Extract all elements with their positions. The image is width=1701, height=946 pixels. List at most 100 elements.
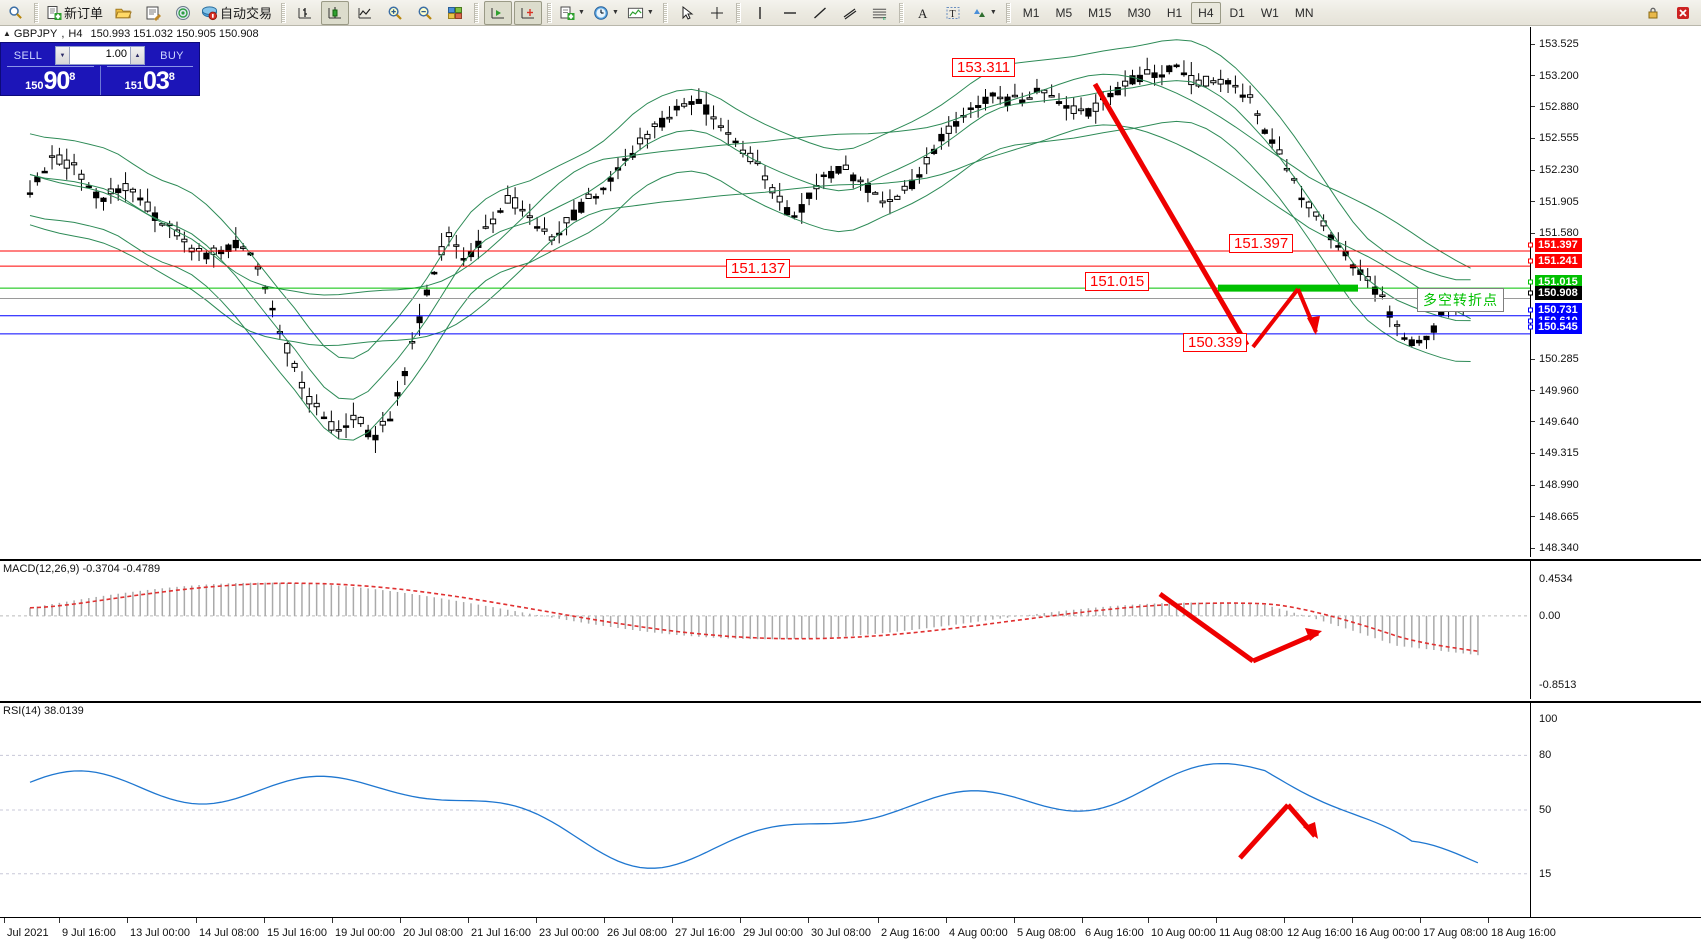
level-handle[interactable] — [1528, 290, 1533, 296]
price-annotation-150339[interactable]: 150.339 — [1183, 333, 1248, 352]
rsi-plot-area[interactable] — [0, 703, 1530, 917]
rsi-tick: 15 — [1539, 867, 1552, 880]
time-axis[interactable]: Jul 2021 9 Jul 16:00 13 Jul 00:00 14 Jul 08… — [0, 917, 1701, 946]
text-box-icon[interactable]: T — [939, 1, 967, 25]
price-level-badge[interactable]: 151.397 — [1528, 238, 1582, 252]
price-annotation-151397[interactable]: 151.397 — [1229, 234, 1294, 253]
crosshair-icon[interactable] — [703, 1, 731, 25]
time-tick — [196, 918, 197, 923]
level-handle[interactable] — [1528, 242, 1533, 248]
price-annotation-151015[interactable]: 151.015 — [1085, 272, 1150, 291]
time-tick-label: 23 Jul 00:00 — [539, 927, 599, 939]
volume-decrement-icon[interactable]: ▼ — [56, 47, 70, 64]
macd-tick: 0.00 — [1539, 609, 1561, 622]
cursor-icon[interactable] — [673, 1, 701, 25]
toolbar-separator — [547, 2, 553, 23]
timeframe-m1[interactable]: M1 — [1022, 5, 1040, 20]
buy-price-big: 03 — [142, 67, 170, 95]
level-handle[interactable] — [1528, 279, 1533, 285]
new-order-label: 新订单 — [64, 6, 104, 21]
sell-price-sup: 8 — [69, 71, 76, 83]
svg-text:A: A — [918, 6, 928, 21]
chevron-down-icon[interactable]: ▼ — [989, 9, 997, 16]
price-level-badge[interactable]: 150.908 — [1528, 286, 1582, 300]
volume-stepper[interactable]: ▼ 1.00 ▲ — [55, 46, 145, 65]
price-annotation-151137[interactable]: 151.137 — [726, 259, 791, 278]
sell-price[interactable]: 150 90 8 — [1, 66, 100, 95]
folder-icon[interactable] — [109, 1, 137, 25]
templates-icon[interactable]: ▼ — [625, 1, 658, 25]
svg-text:T: T — [949, 9, 955, 20]
time-tick — [1014, 918, 1015, 923]
timeframe-m30[interactable]: M30 — [1127, 5, 1151, 20]
macd-plot-area[interactable] — [0, 561, 1530, 699]
indicators-icon[interactable]: ▼ — [557, 1, 589, 25]
buy-button[interactable]: BUY — [160, 49, 184, 62]
one-click-trading-panel[interactable]: SELL ▼ 1.00 ▲ BUY 150 90 8 151 03 8 — [0, 42, 200, 96]
chevron-down-icon[interactable]: ▼ — [611, 9, 619, 16]
auto-trading-button[interactable]: 自动交易 — [199, 1, 276, 25]
rsi-tick: 50 — [1539, 804, 1552, 816]
level-handle[interactable] — [1528, 307, 1533, 313]
fibonacci-icon[interactable]: E — [866, 1, 894, 25]
search-icon[interactable] — [1, 1, 29, 25]
timeframe-h4[interactable]: H4 — [1191, 1, 1221, 24]
text-label-icon[interactable]: A — [909, 1, 937, 25]
level-handle[interactable] — [1528, 324, 1533, 330]
signals-icon[interactable] — [169, 1, 197, 25]
sell-price-prefix: 150 — [25, 80, 44, 92]
trendline-icon[interactable] — [806, 1, 834, 25]
horizontal-line-icon[interactable] — [776, 1, 804, 25]
timeframe-d1[interactable]: D1 — [1229, 5, 1245, 20]
timeframe-w1[interactable]: W1 — [1260, 5, 1279, 20]
sell-button[interactable]: SELL — [13, 49, 43, 62]
price-level-badge[interactable]: 151.015 — [1528, 275, 1582, 289]
toolbar-separator — [735, 2, 741, 23]
price-scale[interactable]: 153.525 153.200 152.880 152.555 152.230 151.9… — [1528, 27, 1701, 557]
zoom-out-icon[interactable] — [411, 1, 439, 25]
lock-icon[interactable] — [1639, 1, 1667, 25]
chart-shift-icon[interactable] — [484, 0, 513, 25]
chevron-down-icon[interactable]: ▼ — [646, 9, 654, 16]
candlestick-chart-icon[interactable] — [321, 0, 350, 25]
timeframe-m15[interactable]: M15 — [1088, 5, 1112, 20]
timeframe-m5[interactable]: M5 — [1055, 5, 1073, 20]
new-order-button[interactable]: 新订单 — [44, 1, 107, 25]
volume-increment-icon[interactable]: ▲ — [130, 47, 144, 64]
vertical-line-icon[interactable] — [746, 1, 774, 25]
price-tick: 153.200 — [1531, 70, 1579, 82]
toolbar-separator — [662, 2, 668, 23]
price-plot-area[interactable] — [0, 27, 1530, 557]
turning-point-annotation[interactable]: 多空转折点 — [1417, 288, 1504, 312]
timeframe-h1[interactable]: H1 — [1166, 5, 1183, 20]
line-chart-icon[interactable] — [351, 1, 379, 25]
time-tick — [536, 918, 537, 923]
auto-scroll-icon[interactable] — [514, 0, 543, 25]
buy-price[interactable]: 151 03 8 — [99, 66, 200, 95]
collapse-triangle-icon[interactable]: ▲ — [3, 29, 11, 38]
price-level-badge[interactable]: 150.545 — [1528, 320, 1582, 334]
metaeditor-icon[interactable] — [139, 1, 167, 25]
timeframe-mn[interactable]: MN — [1294, 5, 1314, 20]
price-annotation-153311[interactable]: 153.311 — [952, 58, 1016, 77]
equidistant-channel-icon[interactable] — [836, 1, 864, 25]
sell-underline — [7, 66, 94, 67]
shapes-icon[interactable]: ▼ — [969, 1, 1001, 25]
close-icon[interactable] — [1669, 1, 1697, 25]
level-handle[interactable] — [1528, 318, 1533, 324]
price-tick: 149.960 — [1531, 385, 1579, 397]
buy-price-prefix: 151 — [124, 80, 143, 92]
level-handle[interactable] — [1528, 258, 1533, 264]
price-level-badge[interactable]: 150.731 — [1528, 303, 1582, 317]
toolbar-separator — [281, 2, 287, 23]
bar-chart-icon[interactable] — [291, 1, 319, 25]
rsi-pane[interactable]: RSI(14) 38.0139 100 80 50 15 — [0, 701, 1701, 917]
chart-window-icon[interactable] — [441, 1, 469, 25]
period-icon[interactable]: ▼ — [591, 1, 623, 25]
volume-input[interactable]: 1.00 — [105, 48, 127, 60]
price-level-badge[interactable]: 151.241 — [1528, 254, 1582, 268]
zoom-in-icon[interactable] — [381, 1, 409, 25]
main-toolbar: 新订单 自动交易 — [0, 0, 1701, 26]
chevron-down-icon[interactable]: ▼ — [578, 9, 585, 16]
macd-pane[interactable]: MACD(12,26,9) -0.3704 -0.4789 0.4534 0.00… — [0, 559, 1701, 699]
